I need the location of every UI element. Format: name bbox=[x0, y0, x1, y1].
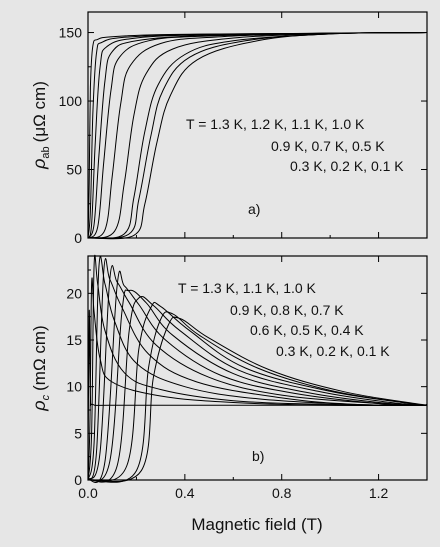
x-tick-label: 0.0 bbox=[78, 485, 98, 501]
panel-b-y-axis-label: ρc (mΩ cm) bbox=[29, 325, 52, 411]
panel-a-ylabel-unit: (μΩ cm) bbox=[30, 81, 49, 142]
y-tick-label: 0 bbox=[74, 472, 82, 488]
panel-b-series-5 bbox=[87, 258, 428, 481]
panel-b-ylabel-unit: (mΩ cm) bbox=[30, 325, 49, 391]
panel-b-annotation-line-2: 0.9 K, 0.8 K, 0.7 K bbox=[230, 302, 344, 318]
y-tick-label: 50 bbox=[66, 162, 82, 178]
panel-a-ylabel-symbol: ρ bbox=[29, 159, 49, 170]
y-tick-label: 0 bbox=[74, 230, 82, 246]
y-tick-label: 20 bbox=[66, 285, 82, 301]
panel-b-ylabel-subscript: c bbox=[40, 394, 52, 400]
panel-b-series-8 bbox=[87, 289, 428, 482]
panel-b-rho-c: 0 5 10 15 20 0.0 0.4 0.8 1.2 T = 1.3 K, 1.1 K, … bbox=[29, 254, 428, 501]
y-tick-label: 5 bbox=[74, 425, 82, 441]
y-tick-label: 100 bbox=[59, 93, 83, 109]
panel-b-series-11 bbox=[87, 311, 428, 483]
panel-a-rho-ab: 0 50 100 150 T = 1.3 K, 1.2 K, 1.1 K, 1.0 K… bbox=[29, 11, 428, 246]
panel-b-series-6 bbox=[87, 265, 428, 481]
x-axis-label: Magnetic field (T) bbox=[191, 515, 322, 534]
panel-b-series-2 bbox=[87, 277, 428, 481]
panel-b-x-ticks: 0.0 0.4 0.8 1.2 bbox=[78, 256, 389, 501]
panel-b-annotation-line-4: 0.3 K, 0.2 K, 0.1 K bbox=[276, 343, 390, 359]
panel-b-annotation-line-1: T = 1.3 K, 1.1 K, 1.0 K bbox=[178, 280, 317, 296]
panel-a-series-group bbox=[87, 32, 428, 240]
panel-a-label: a) bbox=[248, 201, 260, 217]
panel-a-frame bbox=[87, 11, 428, 239]
panel-a-series-10 bbox=[87, 32, 428, 240]
x-tick-label: 0.8 bbox=[272, 485, 292, 501]
panel-b-label: b) bbox=[252, 448, 264, 464]
panel-b-annotation-line-3: 0.6 K, 0.5 K, 0.4 K bbox=[250, 322, 364, 338]
panel-a-ylabel-subscript: ab bbox=[40, 146, 52, 158]
panel-a-annotation-line-3: 0.3 K, 0.2 K, 0.1 K bbox=[290, 158, 404, 174]
y-tick-label: 15 bbox=[66, 332, 82, 348]
y-tick-label: 10 bbox=[66, 379, 82, 395]
panel-b-series-12 bbox=[87, 316, 428, 483]
panel-a-y-ticks: 0 50 100 150 bbox=[59, 25, 427, 246]
panel-b-y-ticks: 0 5 10 15 20 bbox=[66, 269, 427, 488]
panel-a-y-axis-label: ρab (μΩ cm) bbox=[29, 81, 52, 170]
panel-b-series-3 bbox=[87, 254, 428, 481]
panel-b-ylabel-symbol: ρ bbox=[29, 400, 49, 411]
panel-a-x-ticks bbox=[87, 12, 380, 238]
panel-b-series-9 bbox=[87, 295, 428, 483]
panel-a-annotation-line-2: 0.9 K, 0.7 K, 0.5 K bbox=[271, 138, 385, 154]
y-tick-label: 150 bbox=[59, 25, 83, 41]
panel-a-series-7 bbox=[87, 32, 428, 239]
x-tick-label: 0.4 bbox=[175, 485, 195, 501]
x-tick-label: 1.2 bbox=[369, 485, 389, 501]
panel-b-series-7 bbox=[87, 270, 428, 483]
panel-b-frame bbox=[87, 255, 428, 481]
panel-a-annotation-line-1: T = 1.3 K, 1.2 K, 1.1 K, 1.0 K bbox=[186, 116, 365, 132]
panel-b-series-group bbox=[87, 254, 428, 483]
